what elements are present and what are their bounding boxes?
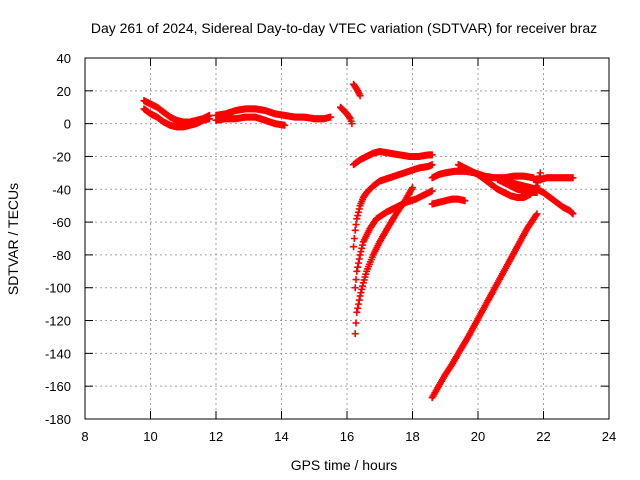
series-track-16 bbox=[530, 174, 577, 183]
data-point bbox=[569, 174, 577, 182]
data-point bbox=[350, 235, 358, 242]
y-tick-label: -40 bbox=[52, 182, 71, 197]
y-tick-label: -120 bbox=[45, 314, 71, 329]
data-point bbox=[536, 169, 544, 177]
data-point bbox=[351, 330, 359, 338]
x-tick-label: 22 bbox=[536, 429, 550, 444]
data-point bbox=[351, 284, 359, 292]
y-axis-label: SDTVAR / TECUs bbox=[5, 183, 21, 295]
series-track-8 bbox=[350, 161, 436, 251]
series-track-7 bbox=[350, 148, 436, 169]
data-point bbox=[354, 208, 362, 216]
data-point bbox=[353, 215, 361, 223]
data-point bbox=[281, 121, 289, 129]
data-point bbox=[352, 221, 360, 229]
y-tick-label: 0 bbox=[64, 117, 71, 132]
data-point bbox=[356, 292, 364, 300]
data-point bbox=[569, 210, 577, 218]
series-track-17 bbox=[428, 210, 541, 402]
x-tick-label: 24 bbox=[602, 429, 616, 444]
x-tick-label: 8 bbox=[81, 429, 88, 444]
data-point bbox=[358, 244, 366, 252]
data-point bbox=[461, 197, 469, 205]
data-point bbox=[356, 92, 364, 100]
chart-title: Day 261 of 2024, Sidereal Day-to-day VTE… bbox=[91, 20, 597, 36]
data-point bbox=[354, 304, 362, 312]
axis-ticks: 8 10 12 14 16 18 20 22 24 40 20 0 -20 -40 -60 -80 -100 -1… bbox=[45, 51, 616, 444]
x-tick-label: 12 bbox=[209, 429, 223, 444]
x-tick-label: 20 bbox=[471, 429, 485, 444]
data-point bbox=[533, 210, 541, 218]
data-point bbox=[428, 187, 436, 195]
series-track-5 bbox=[336, 103, 356, 128]
data-point bbox=[353, 308, 361, 316]
y-tick-label: -160 bbox=[45, 379, 71, 394]
y-tick-label: -20 bbox=[52, 149, 71, 164]
data-point bbox=[428, 151, 436, 159]
y-tick-label: -180 bbox=[45, 412, 71, 427]
series-track-11 bbox=[428, 195, 469, 208]
data-points bbox=[140, 80, 577, 402]
y-tick-label: -140 bbox=[45, 346, 71, 361]
y-tick-label: -100 bbox=[45, 281, 71, 296]
data-point bbox=[354, 300, 362, 308]
y-tick-label: 20 bbox=[57, 84, 71, 99]
data-point bbox=[356, 251, 364, 259]
series-track-3 bbox=[212, 113, 289, 129]
data-point bbox=[205, 111, 213, 119]
data-point bbox=[355, 255, 363, 263]
x-tick-label: 14 bbox=[274, 429, 288, 444]
data-point bbox=[353, 267, 361, 275]
data-point bbox=[354, 212, 362, 220]
data-point bbox=[409, 184, 416, 192]
data-point bbox=[354, 259, 362, 267]
series-track-10 bbox=[351, 184, 416, 338]
x-tick-label: 10 bbox=[143, 429, 157, 444]
x-tick-label: 16 bbox=[340, 429, 354, 444]
data-point bbox=[350, 243, 358, 251]
x-axis-label: GPS time / hours bbox=[291, 457, 398, 473]
data-point bbox=[348, 120, 356, 128]
data-point bbox=[533, 189, 541, 197]
x-tick-label: 18 bbox=[405, 429, 419, 444]
series-track-15 bbox=[494, 175, 541, 197]
y-tick-label: -80 bbox=[52, 248, 71, 263]
grid bbox=[85, 58, 609, 419]
data-point bbox=[568, 209, 576, 217]
series-track-6 bbox=[350, 80, 364, 100]
data-point bbox=[358, 285, 366, 293]
data-point bbox=[355, 296, 363, 304]
data-point bbox=[357, 289, 365, 297]
data-point bbox=[357, 248, 365, 256]
data-point bbox=[359, 241, 367, 249]
y-tick-label: -60 bbox=[52, 215, 71, 230]
data-point bbox=[428, 161, 436, 169]
data-point bbox=[532, 211, 540, 219]
data-point bbox=[354, 263, 362, 271]
data-point bbox=[355, 205, 363, 213]
data-point bbox=[352, 276, 360, 284]
data-point bbox=[352, 319, 360, 327]
series-track-2 bbox=[140, 97, 213, 126]
data-point bbox=[345, 113, 353, 121]
data-point bbox=[327, 113, 335, 121]
series-track-4 bbox=[212, 105, 335, 123]
data-point bbox=[351, 226, 359, 234]
y-tick-label: 40 bbox=[57, 51, 71, 66]
data-point bbox=[359, 282, 367, 290]
